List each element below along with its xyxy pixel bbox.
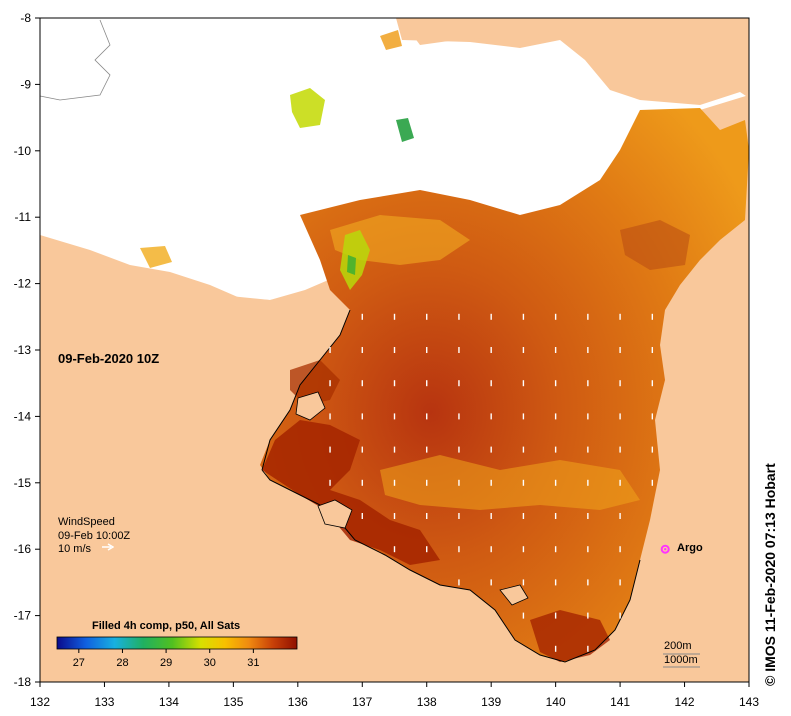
y-tick-label: -9 (20, 77, 31, 91)
y-tick-label: -15 (14, 476, 32, 490)
sst-patch-nw (380, 30, 402, 50)
y-tick-label: -10 (14, 144, 32, 158)
argo-marker (660, 544, 670, 554)
colorbar-tick-label: 29 (160, 657, 172, 669)
sst-mid-band (380, 455, 640, 510)
x-tick-label: 138 (417, 695, 437, 709)
sst-hot-coastal-band (262, 420, 440, 565)
island-south (499, 584, 529, 606)
sst-cool-patch-4 (347, 255, 356, 275)
cloud-cover-region (40, 18, 749, 300)
sst-east-dark-patch (620, 220, 690, 270)
y-tick-label: -16 (14, 542, 32, 556)
argo-label: Argo (677, 542, 703, 554)
x-axis: 132 133 134 135 136 137 138 139 140 141 142 143 (30, 682, 759, 709)
contour-label-200m: 200m (664, 640, 692, 652)
sst-cool-patch-1 (290, 88, 325, 128)
wind-arrows (329, 313, 654, 652)
x-tick-label: 142 (675, 695, 695, 709)
y-axis: -8 -9 -10 -11 -12 -13 -14 -15 -16 -17 -18 (14, 11, 40, 689)
y-tick-label: -18 (14, 675, 32, 689)
island-groote (295, 391, 326, 421)
x-tick-label: 135 (223, 695, 243, 709)
sst-hot-patch-south (530, 610, 610, 662)
x-tick-label: 141 (610, 695, 630, 709)
wind-legend-speed: 10 m/s (58, 542, 115, 555)
y-tick-label: -17 (14, 609, 32, 623)
x-tick-label: 134 (159, 695, 179, 709)
imos-credit: © IMOS 11-Feb-2020 07:13 Hobart (762, 463, 778, 686)
y-tick-label: -11 (15, 210, 32, 224)
colorbar-tick-label: 27 (73, 657, 85, 669)
colorbar (56, 636, 298, 650)
depth-contour (39, 19, 111, 101)
wind-legend-title: WindSpeed (58, 516, 115, 528)
colorbar-ticks: 27 28 29 30 31 (73, 649, 259, 669)
y-tick-label: -14 (14, 409, 32, 423)
x-tick-label: 140 (546, 695, 566, 709)
x-tick-label: 143 (739, 695, 759, 709)
x-tick-label: 136 (288, 695, 308, 709)
colorbar-tick-label: 30 (204, 657, 216, 669)
sst-hot-patch-north (290, 360, 340, 405)
timestamp-label: 09-Feb-2020 10Z (58, 351, 160, 366)
colorbar-title: Filled 4h comp, p50, All Sats (92, 620, 241, 632)
x-tick-label: 133 (94, 695, 114, 709)
west-land-strip (40, 235, 320, 310)
sst-cool-patch-2 (396, 118, 414, 142)
northern-landmass (400, 18, 749, 45)
right-arrow-icon (102, 542, 115, 551)
island-sw (317, 499, 353, 529)
y-tick-label: -8 (20, 11, 31, 25)
x-tick-label: 137 (352, 695, 372, 709)
wind-legend-time: 09-Feb 10:00Z (58, 530, 131, 542)
colorbar-tick-label: 28 (116, 657, 128, 669)
y-tick-label: -12 (14, 277, 32, 291)
x-tick-label: 132 (30, 695, 50, 709)
x-tick-label: 139 (481, 695, 501, 709)
contour-label-1000m: 1000m (664, 654, 698, 666)
wind-legend-speed-text: 10 m/s (58, 543, 92, 555)
y-tick-label: -13 (14, 343, 32, 357)
sst-patch-w (140, 246, 172, 268)
colorbar-tick-label: 31 (247, 657, 259, 669)
